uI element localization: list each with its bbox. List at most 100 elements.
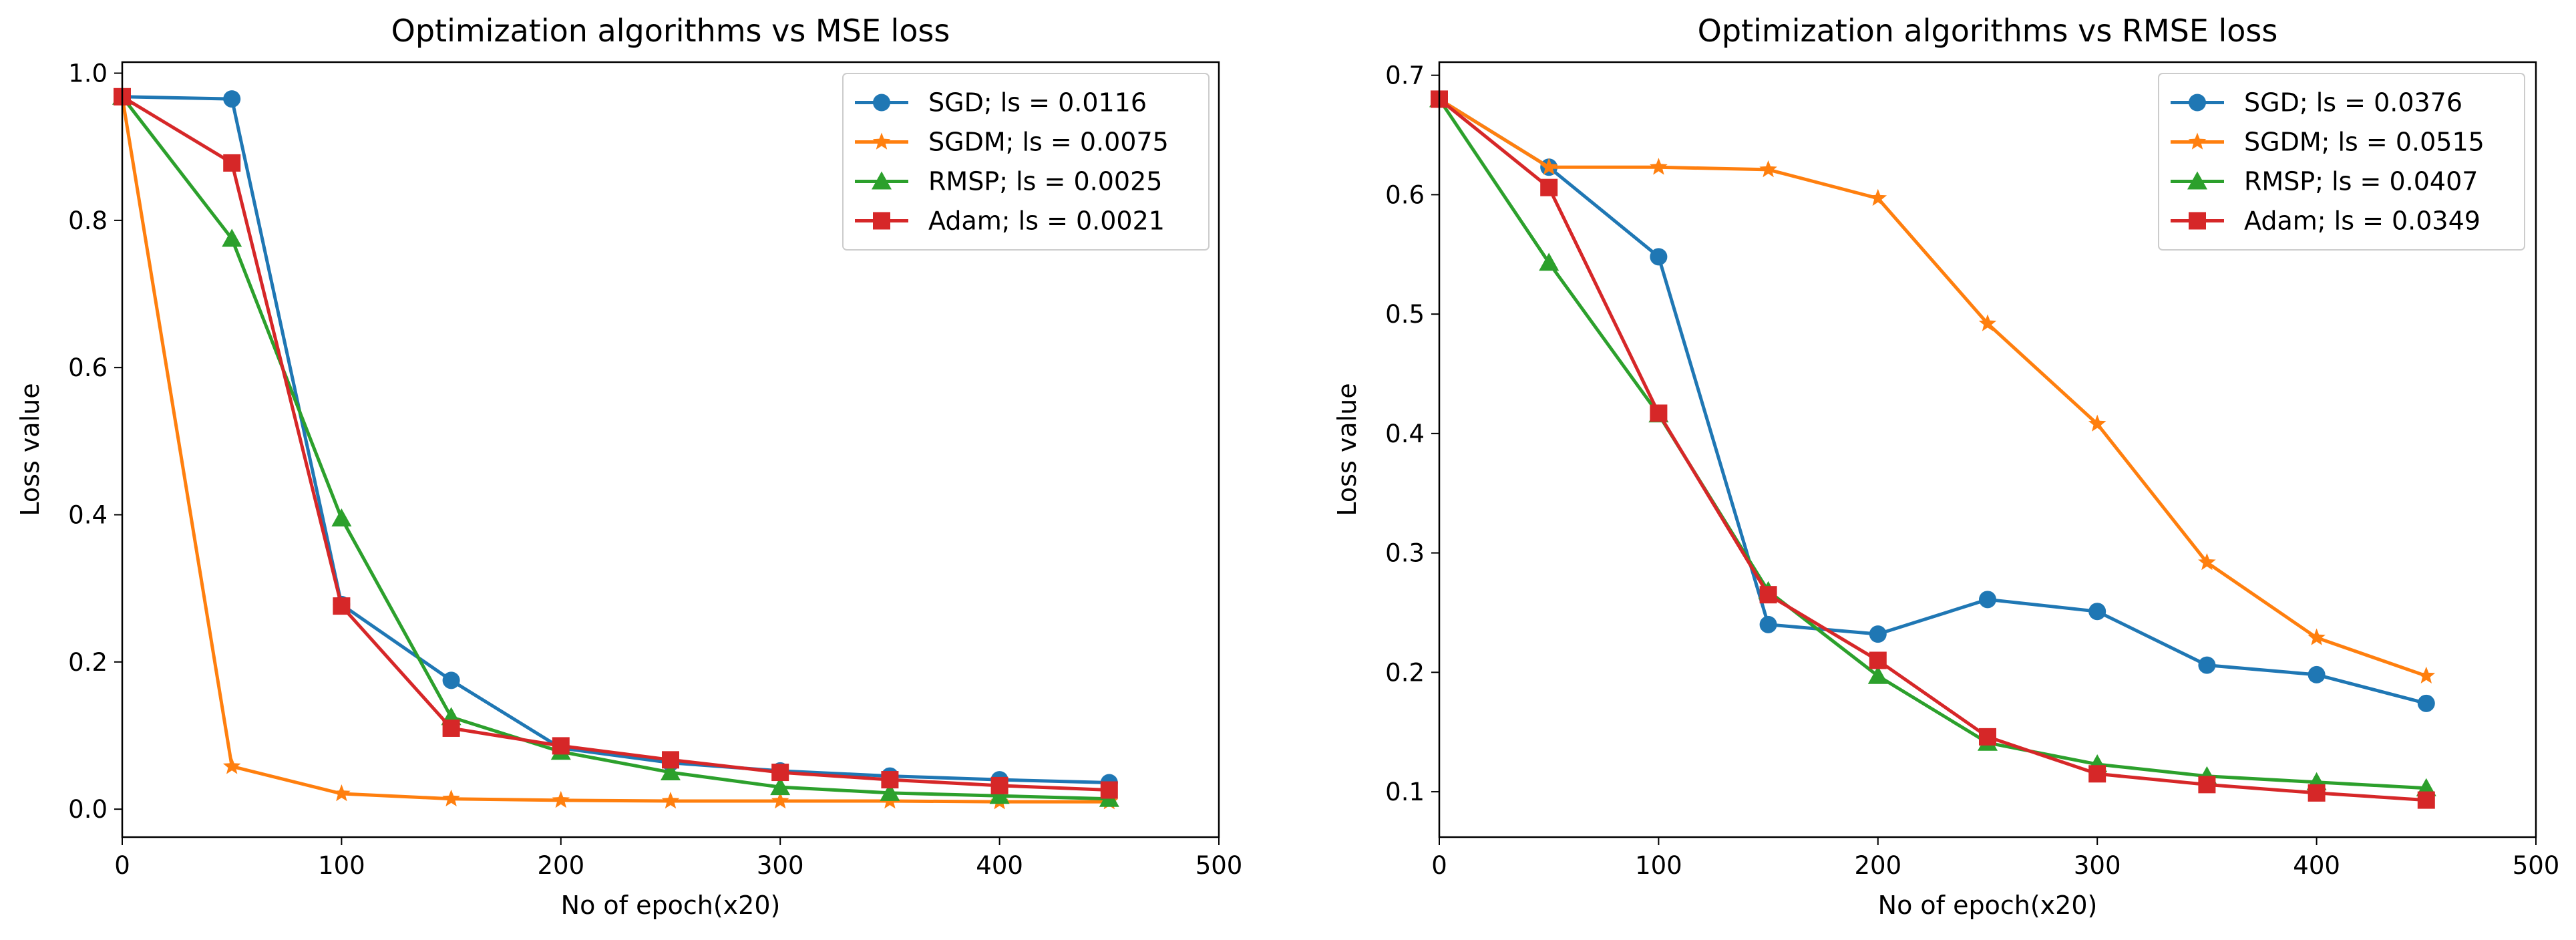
data-point [1869,188,1887,206]
data-point [1979,591,1996,609]
legend-marker [872,171,892,190]
data-point [2308,665,2326,683]
y-tick-label: 0.0 [68,795,108,824]
data-point [1759,586,1777,604]
data-point [771,792,789,809]
series-square [1431,90,2435,809]
data-point [880,782,900,801]
data-point [2417,694,2435,712]
legend-item: Adam; ls = 0.0349 [2171,206,2480,236]
data-point [1869,651,1887,669]
data-point [1759,160,1777,178]
data-point [331,508,352,527]
data-point [1979,728,1996,746]
data-point [222,228,242,247]
legend-box [842,73,1210,251]
data-point [223,154,241,172]
data-point [1539,253,1559,271]
x-tick-label: 100 [318,851,365,880]
data-point [770,777,791,796]
legend-item: SGDM; ls = 0.0515 [2171,128,2485,157]
data-point [881,771,899,789]
x-tick-label: 200 [537,851,584,880]
x-axis-label: No of epoch(x20) [1878,891,2098,920]
y-tick-label: 1.0 [68,59,108,88]
data-point [2417,666,2436,683]
data-point [1100,781,1118,799]
series-line [120,96,1109,804]
legend-marker [2189,94,2206,112]
data-point [1539,158,1558,175]
series-square [114,88,1118,799]
data-point [333,784,351,802]
tick-group: 0 100 200 300 400 500 0.1 0.2 0.3 0.4 0.5 0.6 0.7 [1385,61,2559,880]
series-line [1438,98,2427,706]
data-point [662,751,679,769]
legend-label: RMSP; ls = 0.0025 [928,167,1162,196]
legend: SGD; ls = 0.0116 SGDM; ls = 0.0075 RMSP; l… [842,73,1210,251]
y-tick-label: 0.4 [1385,420,1425,448]
data-point [1650,248,1668,266]
y-tick-label: 0.2 [1385,658,1425,687]
data-point [2088,765,2106,783]
chart-title: Optimization algorithms vs RMSE loss [1698,13,2278,49]
legend-item: RMSP; ls = 0.0025 [855,167,1162,196]
legend-item: SGD; ls = 0.0116 [855,88,1147,118]
data-point [2198,776,2216,794]
x-tick-label: 0 [114,851,130,880]
legend-item: SGD; ls = 0.0376 [2171,88,2462,118]
data-point [222,757,241,774]
data-point [552,737,570,755]
legend-label: SGDM; ls = 0.0075 [928,128,1169,157]
y-tick-label: 0.5 [1385,300,1425,329]
data-point [1869,625,1887,643]
legend-label: RMSP; ls = 0.0407 [2244,167,2478,196]
data-point [990,776,1008,794]
data-point [2088,603,2106,621]
legend-label: SGDM; ls = 0.0515 [2244,128,2485,157]
x-tick-label: 400 [976,851,1023,880]
x-tick-label: 300 [2074,851,2121,880]
series-line [1437,98,2426,790]
x-tick-label: 100 [1635,851,1682,880]
legend-label: SGD; ls = 0.0376 [2244,88,2462,118]
plot-area [112,86,1119,810]
legend-marker [2189,212,2206,230]
chart-1: Optimization algorithms vs MSE loss No of… [15,13,1242,920]
legend-label: Adam; ls = 0.0349 [2244,206,2480,236]
y-tick-label: 0.3 [1385,539,1425,568]
y-axis-label: Loss value [1332,383,1362,516]
y-tick-label: 0.7 [1385,61,1425,90]
y-tick-label: 0.1 [1385,778,1425,806]
tick-group: 0 100 200 300 400 500 0.0 0.2 0.4 0.6 0.8 1.0 [68,59,1242,880]
data-point [1650,404,1668,422]
x-tick-label: 200 [1854,851,1901,880]
legend-label: SGD; ls = 0.0116 [928,88,1147,118]
series-line [122,95,1109,784]
data-point [333,597,351,615]
data-point [2198,656,2216,674]
x-tick-label: 500 [2513,851,2560,880]
data-point [442,789,460,806]
series-circle [1431,90,2435,712]
data-point [2088,414,2106,432]
y-tick-label: 0.6 [1385,180,1425,209]
x-axis-label: No of epoch(x20) [561,891,781,920]
series-line [1438,98,2426,802]
data-point [771,764,789,782]
legend-marker [2188,132,2207,150]
y-tick-label: 0.2 [68,648,108,677]
data-point [1540,178,1558,196]
data-point [661,762,681,781]
x-tick-label: 500 [1195,851,1243,880]
x-tick-label: 400 [2293,851,2340,880]
legend-marker [2187,171,2207,190]
data-point [1867,665,1888,684]
data-point [442,719,460,737]
axes-frame [1438,61,2537,838]
y-tick-label: 0.4 [68,500,108,529]
legend-box [2158,73,2525,251]
legend-item: Adam; ls = 0.0021 [855,206,1165,236]
